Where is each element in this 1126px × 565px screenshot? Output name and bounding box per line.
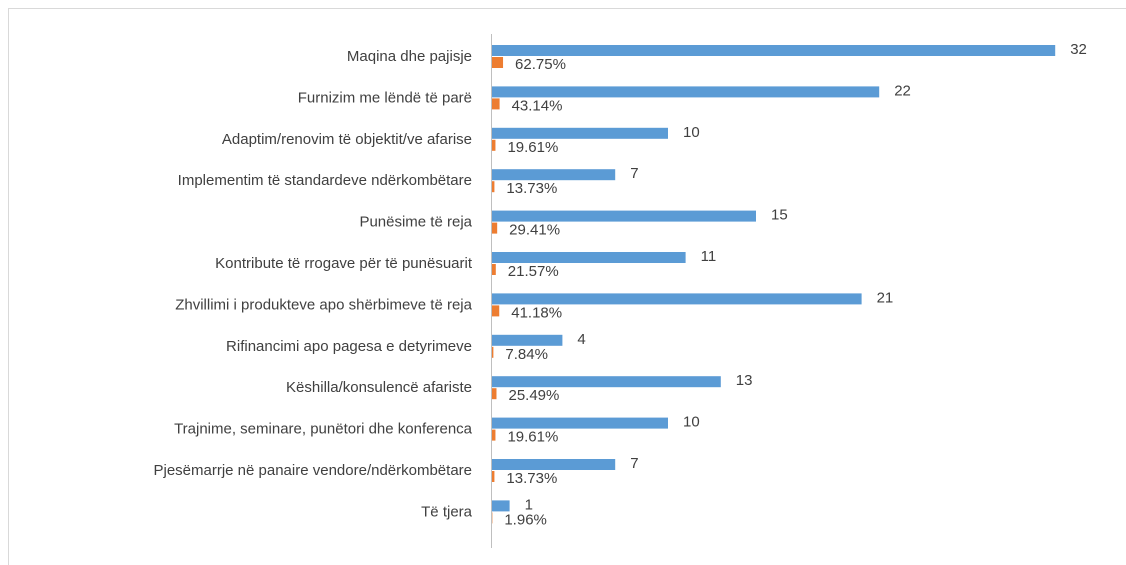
category-label: Adaptim/renovim të objektit/ve afarise <box>222 131 472 148</box>
bar <box>492 169 616 181</box>
data-label: 21.57% <box>508 263 559 280</box>
category-label: Këshilla/konsulencë afariste <box>286 379 472 396</box>
bar <box>492 264 496 275</box>
bar <box>492 376 721 388</box>
category-label: Punësime të reja <box>359 214 472 231</box>
bar <box>492 210 756 222</box>
bar <box>492 417 668 429</box>
bar <box>492 429 496 441</box>
data-label: 19.61% <box>507 429 558 446</box>
bar <box>492 98 500 110</box>
category-label: Implementim të standardeve ndërkombëtare <box>178 172 472 189</box>
bar <box>492 500 510 512</box>
data-label: 10 <box>683 124 700 141</box>
data-label: 4 <box>577 331 585 348</box>
bar <box>492 45 1056 56</box>
data-label: 25.49% <box>508 387 559 404</box>
bar <box>492 346 494 358</box>
bar <box>492 459 616 470</box>
category-label: Maqina dhe pajisje <box>347 48 472 65</box>
data-label: 13.73% <box>506 180 557 197</box>
bar <box>492 57 504 68</box>
data-label: 10 <box>683 414 700 431</box>
data-label: 41.18% <box>511 304 562 321</box>
chart-border <box>8 8 1126 565</box>
data-label: 62.75% <box>515 56 566 73</box>
data-label: 13.73% <box>506 470 557 487</box>
bar <box>492 139 496 151</box>
category-label: Trajnime, seminare, punëtori dhe konfere… <box>174 421 473 438</box>
category-label: Rifinancimi apo pagesa e detyrimeve <box>226 338 472 355</box>
category-label: Furnizim me lëndë të parë <box>298 89 472 106</box>
data-label: 11 <box>701 248 717 265</box>
bar <box>492 181 495 193</box>
bar <box>492 388 497 400</box>
category-label: Pjesëmarrje në panaire vendore/ndërkombë… <box>153 462 472 479</box>
data-label: 19.61% <box>507 139 558 156</box>
category-label: Kontribute të rrogave për të punësuarit <box>215 255 473 272</box>
bar <box>492 293 862 305</box>
bar <box>492 471 495 482</box>
data-label: 1 <box>525 496 533 513</box>
category-label: Të tjera <box>421 503 473 520</box>
data-label: 7 <box>630 165 638 182</box>
bar <box>492 252 686 263</box>
data-label: 32 <box>1070 41 1087 58</box>
bar <box>492 334 563 346</box>
data-label: 7 <box>630 455 638 472</box>
data-label: 22 <box>894 82 911 99</box>
data-label: 7.84% <box>505 346 548 363</box>
category-label: Zhvillimi i produkteve apo shërbimeve të… <box>175 296 472 313</box>
bar <box>492 222 498 234</box>
bar <box>492 127 668 139</box>
bar <box>492 305 500 317</box>
data-label: 13 <box>736 372 753 389</box>
data-label: 21 <box>877 289 894 306</box>
data-label: 29.41% <box>509 222 560 239</box>
data-label: 15 <box>771 207 788 224</box>
data-label: 1.96% <box>504 511 547 528</box>
data-label: 43.14% <box>512 97 563 114</box>
bar <box>492 86 880 98</box>
